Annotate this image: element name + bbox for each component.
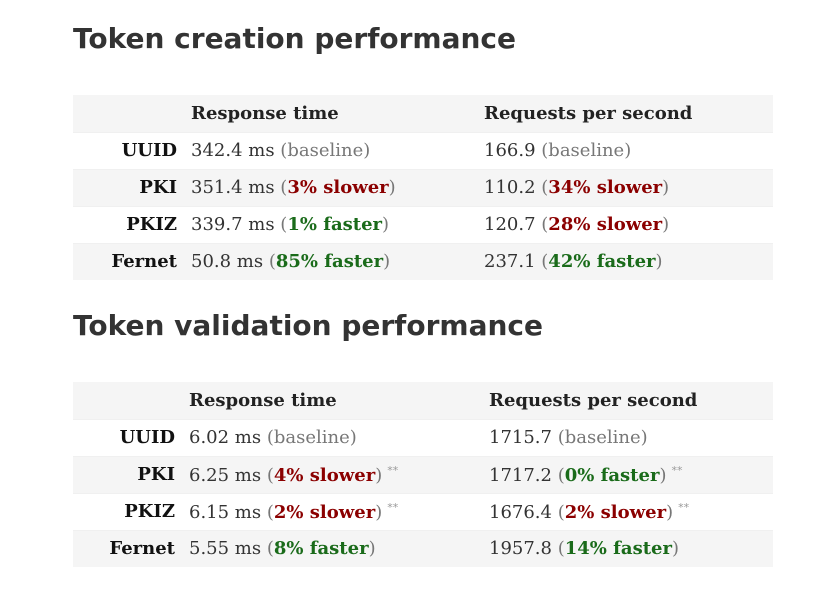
token-creation-table: Response time Requests per second UUID 34… [73,95,773,280]
row-label: PKI [137,464,175,485]
token-validation-title: Token validation performance [73,309,543,342]
requests-per-second-cell: 166.9 (baseline) [484,132,773,169]
token-validation-table: Response time Requests per second UUID 6.… [73,382,773,567]
requests-per-second-delta: (baseline) [557,427,648,448]
requests-per-second-delta: (42% faster) [541,251,663,273]
requests-per-second-delta-text: baseline [564,427,641,448]
response-time-delta-text: 3% slower [287,177,389,198]
requests-per-second-delta-text: 34% slower [548,177,663,198]
response-time-delta: (85% faster) [268,251,391,273]
response-time-cell: 339.7 ms (1% faster) [191,206,484,243]
table-row: UUID 342.4 ms (baseline) 166.9 (baseline) [73,132,773,169]
response-time-delta: (baseline) [280,140,371,161]
response-time-value: 50.8 ms [191,251,264,273]
table-header-row: Response time Requests per second [73,95,773,132]
response-time-cell: 342.4 ms (baseline) [191,132,484,169]
requests-per-second-delta: (0% faster) [557,464,667,486]
requests-per-second-delta-text: 14% faster [564,538,672,560]
response-time-note-marker: ** [387,463,399,477]
row-label: PKIZ [124,501,175,522]
table-row: PKI 351.4 ms (3% slower) 110.2 (34% slower… [73,169,773,206]
response-time-delta-text: 4% slower [273,464,376,486]
requests-per-second-value: 166.9 [484,140,536,161]
header-requests-per-second: Requests per second [484,102,693,124]
response-time-delta: (1% faster) [280,214,390,235]
requests-per-second-note-marker: ** [678,500,690,514]
requests-per-second-delta-text: 0% faster [564,464,660,486]
response-time-delta: (baseline) [266,427,357,448]
requests-per-second-delta-text: 2% slower [564,501,667,523]
requests-per-second-delta: (2% slower) [557,501,674,523]
row-label: Fernet [111,251,177,273]
requests-per-second-value: 120.7 [484,214,536,235]
requests-per-second-cell: 1957.8 (14% faster) [489,530,773,567]
requests-per-second-delta: (baseline) [541,140,632,161]
header-response-time: Response time [191,102,339,124]
requests-per-second-cell: 120.7 (28% slower) [484,206,773,243]
row-label: UUID [121,140,177,161]
response-time-delta: (2% slower) [266,501,383,523]
response-time-delta: (8% faster) [266,538,376,560]
requests-per-second-cell: 1676.4 (2% slower) ** [489,493,773,530]
header-requests-per-second: Requests per second [489,389,698,411]
row-label: PKI [139,177,177,198]
response-time-delta-text: baseline [273,427,350,448]
requests-per-second-cell: 237.1 (42% faster) [484,243,773,280]
requests-per-second-value: 1676.4 [489,501,552,523]
token-creation-title: Token creation performance [73,22,517,55]
response-time-cell: 351.4 ms (3% slower) [191,169,484,206]
requests-per-second-value: 237.1 [484,251,536,273]
response-time-delta-text: baseline [287,140,364,161]
requests-per-second-value: 1957.8 [489,538,552,560]
requests-per-second-value: 1717.2 [489,464,552,486]
requests-per-second-delta-text: baseline [548,140,625,161]
row-label: Fernet [109,538,175,560]
table-row: PKI 6.25 ms (4% slower) ** 1717.2 (0% faste… [73,456,773,493]
table-row: Fernet 5.55 ms (8% faster) 1957.8 (14% fas… [73,530,773,567]
response-time-cell: 50.8 ms (85% faster) [191,243,484,280]
response-time-delta-text: 85% faster [275,251,384,273]
response-time-cell: 5.55 ms (8% faster) [189,530,489,567]
table-header-row: Response time Requests per second [73,382,773,419]
requests-per-second-cell: 110.2 (34% slower) [484,169,773,206]
requests-per-second-delta: (28% slower) [541,214,670,235]
response-time-cell: 6.25 ms (4% slower) ** [189,456,489,493]
response-time-delta-text: 1% faster [287,214,383,235]
requests-per-second-note-marker: ** [671,463,683,477]
table-row: Fernet 50.8 ms (85% faster) 237.1 (42% fas… [73,243,773,280]
header-response-time: Response time [189,389,337,411]
response-time-delta: (4% slower) [266,464,383,486]
requests-per-second-value: 1715.7 [489,427,552,448]
requests-per-second-delta-text: 42% faster [548,251,656,273]
table-row: PKIZ 6.15 ms (2% slower) ** 1676.4 (2% slow… [73,493,773,530]
requests-per-second-value: 110.2 [484,177,536,198]
table-row: PKIZ 339.7 ms (1% faster) 120.7 (28% slowe… [73,206,773,243]
table-row: UUID 6.02 ms (baseline) 1715.7 (baseline) [73,419,773,456]
header-name [73,382,189,419]
response-time-delta-text: 8% faster [273,538,369,560]
requests-per-second-cell: 1715.7 (baseline) [489,419,773,456]
response-time-value: 6.25 ms [189,464,262,486]
response-time-value: 351.4 ms [191,177,275,198]
requests-per-second-delta-text: 28% slower [548,214,663,235]
response-time-cell: 6.15 ms (2% slower) ** [189,493,489,530]
row-label: UUID [119,427,175,448]
response-time-value: 339.7 ms [191,214,275,235]
requests-per-second-delta: (34% slower) [541,177,670,198]
response-time-value: 6.15 ms [189,501,262,523]
response-time-delta: (3% slower) [280,177,396,198]
row-label: PKIZ [126,214,177,235]
response-time-value: 5.55 ms [189,538,262,560]
response-time-note-marker: ** [387,500,399,514]
response-time-value: 6.02 ms [189,427,262,448]
response-time-value: 342.4 ms [191,140,275,161]
response-time-delta-text: 2% slower [273,501,376,523]
requests-per-second-cell: 1717.2 (0% faster) ** [489,456,773,493]
requests-per-second-delta: (14% faster) [557,538,679,560]
response-time-cell: 6.02 ms (baseline) [189,419,489,456]
header-name [73,95,191,132]
